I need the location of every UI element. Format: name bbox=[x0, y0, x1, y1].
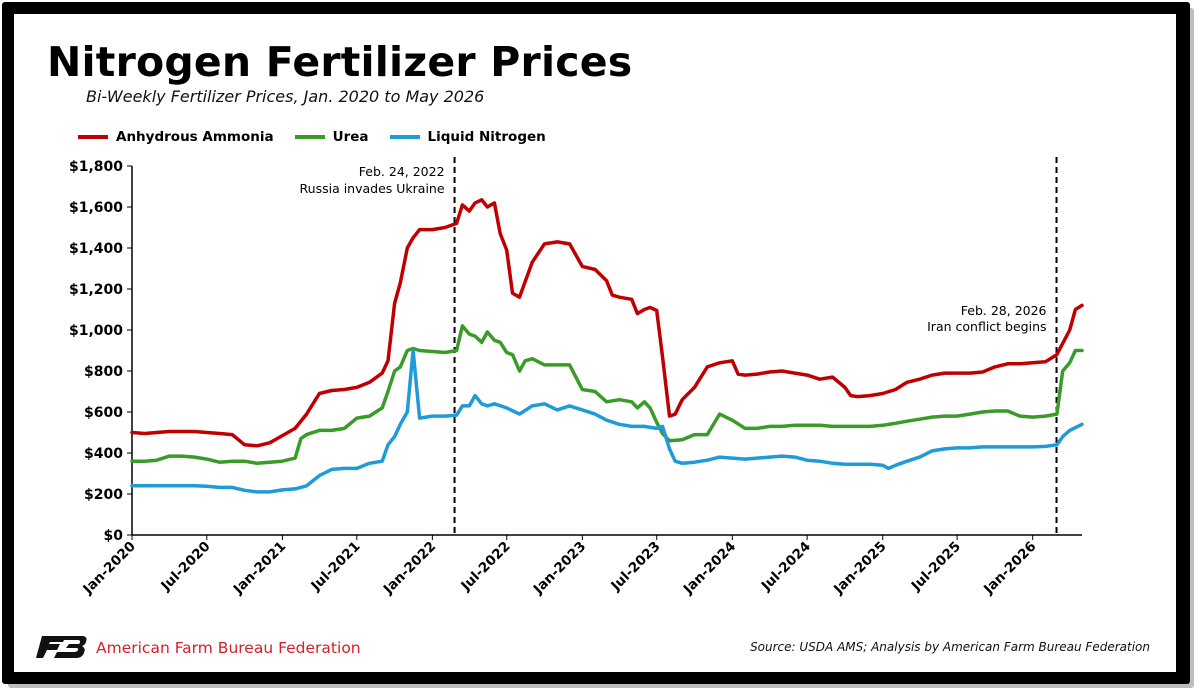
legend-label-urea: Urea bbox=[332, 129, 369, 145]
x-tick-label: Jan-2023 bbox=[530, 539, 589, 598]
y-tick-label: $1,000 bbox=[69, 323, 123, 339]
x-tick-label: Jul-2025 bbox=[908, 539, 964, 595]
y-tick-label: $1,800 bbox=[69, 159, 123, 175]
legend-label-liquid-nitrogen: Liquid Nitrogen bbox=[427, 129, 546, 145]
y-tick-label: $1,600 bbox=[69, 200, 123, 216]
x-tick-label: Jul-2021 bbox=[307, 539, 363, 595]
y-tick-label: $200 bbox=[84, 487, 123, 503]
x-tick-label: Jan-2021 bbox=[230, 539, 289, 598]
annotation-event-label: Iran conflict begins bbox=[927, 319, 1046, 334]
series-line-liquid-nitrogen bbox=[130, 348, 1084, 494]
series-line-anhydrous-ammonia bbox=[130, 198, 1084, 448]
x-tick-label: Jul-2020 bbox=[157, 539, 213, 595]
legend-item-liquid-nitrogen: Liquid Nitrogen bbox=[389, 129, 546, 145]
y-tick-label: $600 bbox=[84, 405, 123, 421]
y-tick-label: $1,200 bbox=[69, 282, 123, 298]
x-tick-label: Jul-2023 bbox=[607, 539, 663, 595]
x-tick-label: Jul-2022 bbox=[457, 539, 513, 595]
x-tick-label: Jan-2026 bbox=[980, 539, 1039, 598]
annotation-date-label: Feb. 28, 2026 bbox=[961, 303, 1047, 318]
source-note: Source: USDA AMS; Analysis by American F… bbox=[750, 640, 1150, 654]
x-tick-label: Jan-2025 bbox=[830, 539, 889, 598]
legend-label-anhydrous-ammonia: Anhydrous Ammonia bbox=[116, 129, 274, 145]
x-tick-label: Jan-2024 bbox=[680, 539, 739, 598]
chart-subtitle: Bi-Weekly Fertilizer Prices, Jan. 2020 t… bbox=[86, 87, 485, 106]
organization-name: American Farm Bureau Federation bbox=[96, 639, 361, 657]
x-tick-label: Jul-2024 bbox=[758, 539, 814, 595]
legend: Anhydrous Ammonia Urea Liquid Nitrogen bbox=[78, 129, 546, 145]
y-tick-label: $800 bbox=[84, 364, 123, 380]
y-tick-label: $400 bbox=[84, 446, 123, 462]
x-tick-label: Jan-2022 bbox=[380, 539, 439, 598]
annotation-event-label: Russia invades Ukraine bbox=[300, 181, 445, 196]
series-line-urea bbox=[130, 324, 1084, 466]
legend-item-anhydrous-ammonia: Anhydrous Ammonia bbox=[78, 129, 274, 145]
afbf-logo-icon bbox=[36, 636, 87, 658]
legend-item-urea: Urea bbox=[294, 129, 369, 145]
y-tick-label: $0 bbox=[104, 528, 124, 544]
legend-swatch-liquid-nitrogen bbox=[389, 135, 420, 139]
legend-swatch-urea bbox=[294, 135, 325, 139]
chart-title: Nitrogen Fertilizer Prices bbox=[47, 38, 633, 86]
legend-swatch-anhydrous-ammonia bbox=[78, 135, 108, 139]
chart-panel bbox=[14, 14, 1176, 672]
x-tick-label: Jan-2020 bbox=[79, 539, 138, 598]
annotation-date-label: Feb. 24, 2022 bbox=[359, 164, 445, 179]
y-tick-label: $1,400 bbox=[69, 241, 123, 257]
